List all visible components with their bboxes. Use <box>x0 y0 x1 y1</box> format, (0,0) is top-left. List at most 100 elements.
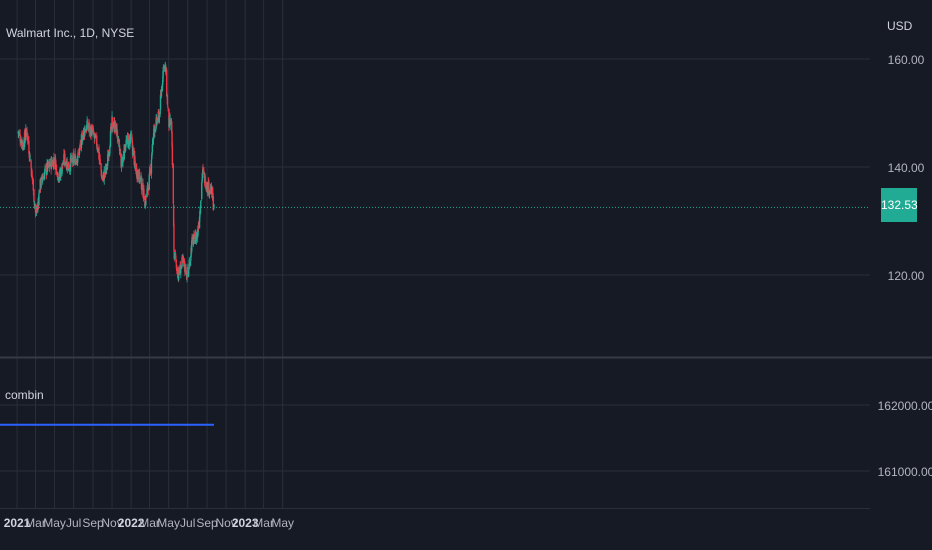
candle-body <box>77 153 80 155</box>
time-tick-label: May <box>271 516 294 530</box>
time-tick-label: Sep <box>82 516 104 530</box>
candle-body <box>25 128 27 137</box>
candle-body <box>151 139 154 146</box>
candle-body <box>109 146 111 154</box>
candle-body <box>194 239 197 244</box>
candle-body <box>75 160 77 163</box>
candle-body <box>80 134 83 148</box>
candle-body <box>173 224 175 252</box>
candle-body <box>150 160 153 174</box>
candle-body <box>57 179 60 181</box>
time-tick-label: May <box>43 516 66 530</box>
candle-body <box>140 176 143 189</box>
candle-body <box>64 153 66 165</box>
candle-body <box>145 196 147 198</box>
candle-body <box>198 216 201 229</box>
price-tick-label: 160.00 <box>888 53 925 67</box>
candle-body <box>30 160 32 168</box>
chart-title[interactable]: Walmart Inc., 1D, NYSE <box>6 26 135 40</box>
candle-body <box>18 132 20 134</box>
candle-body <box>191 240 193 252</box>
candle-body <box>187 270 190 277</box>
candlestick-series[interactable] <box>17 61 215 283</box>
candle-body <box>31 175 34 181</box>
candle-body <box>46 161 49 171</box>
candle-body <box>69 157 72 172</box>
time-tick-label: 2022 <box>118 516 145 530</box>
candle-body <box>53 162 55 164</box>
candle-body <box>41 175 44 180</box>
candle-body <box>88 122 90 132</box>
candle-body <box>76 159 79 163</box>
candle-body <box>173 252 176 259</box>
candle-body <box>116 137 119 141</box>
candle-body <box>184 264 187 274</box>
candle-body <box>203 170 205 174</box>
candle-body <box>197 225 200 228</box>
candle-body <box>211 186 213 195</box>
candle-body <box>155 118 157 129</box>
candle-body <box>38 193 40 206</box>
currency-label[interactable]: USD <box>887 19 913 33</box>
candle-body <box>167 107 169 109</box>
candle-body <box>87 121 89 128</box>
candle-body <box>98 146 100 160</box>
candle-body <box>200 200 202 209</box>
candle-body <box>90 128 93 136</box>
candle-body <box>138 170 141 181</box>
candle-body <box>55 165 58 174</box>
candle-body <box>159 95 162 110</box>
indicator-title[interactable]: combin <box>5 388 44 402</box>
candle-body <box>154 128 156 133</box>
candle-body <box>41 180 44 182</box>
candle-body <box>33 203 36 205</box>
candle-body <box>162 66 165 71</box>
candle-body <box>149 170 152 174</box>
candle-body <box>172 204 175 226</box>
candle-body <box>165 68 167 73</box>
candle-body <box>166 69 168 97</box>
candle-body <box>123 144 125 160</box>
candle-body <box>79 144 82 147</box>
candle-body <box>146 188 148 198</box>
candle-body <box>189 261 191 267</box>
candle-body <box>71 156 73 160</box>
candle-body <box>155 129 157 131</box>
candle-body <box>103 172 106 175</box>
candle-body <box>97 148 99 153</box>
candle-body <box>31 171 33 176</box>
candle-body <box>62 164 64 166</box>
time-tick-label: Mar <box>253 516 274 530</box>
candle-body <box>166 105 169 107</box>
candle-body <box>73 158 75 163</box>
candle-body <box>148 174 150 191</box>
candle-body <box>22 146 25 148</box>
candle-body <box>125 147 127 149</box>
candle-body <box>114 123 117 129</box>
candle-body <box>178 267 180 274</box>
candle-body <box>121 161 123 166</box>
candle-body <box>169 119 171 125</box>
candle-body <box>191 237 193 243</box>
candle-body <box>208 182 210 195</box>
price-tick-label: 120.00 <box>888 269 925 283</box>
candle-body <box>134 160 136 166</box>
candle-body <box>171 121 173 133</box>
candle-body <box>106 167 108 169</box>
indicator-tick-label: 161000.00 <box>878 465 932 479</box>
candle-body <box>193 233 195 235</box>
time-tick-label: Nov <box>101 516 122 530</box>
candle-body <box>44 166 47 168</box>
candle-body <box>125 140 128 142</box>
time-tick-label: Mar <box>25 516 46 530</box>
candle-body <box>211 187 214 201</box>
candle-body <box>42 177 45 179</box>
candle-body <box>186 273 189 275</box>
price-axis[interactable]: 160.00 140.00 120.00 <box>888 53 925 283</box>
indicator-axis[interactable]: 162000.00 161000.00 <box>878 399 932 479</box>
candle-body <box>132 148 134 156</box>
candle-body <box>99 159 101 163</box>
candle-body <box>119 151 121 153</box>
